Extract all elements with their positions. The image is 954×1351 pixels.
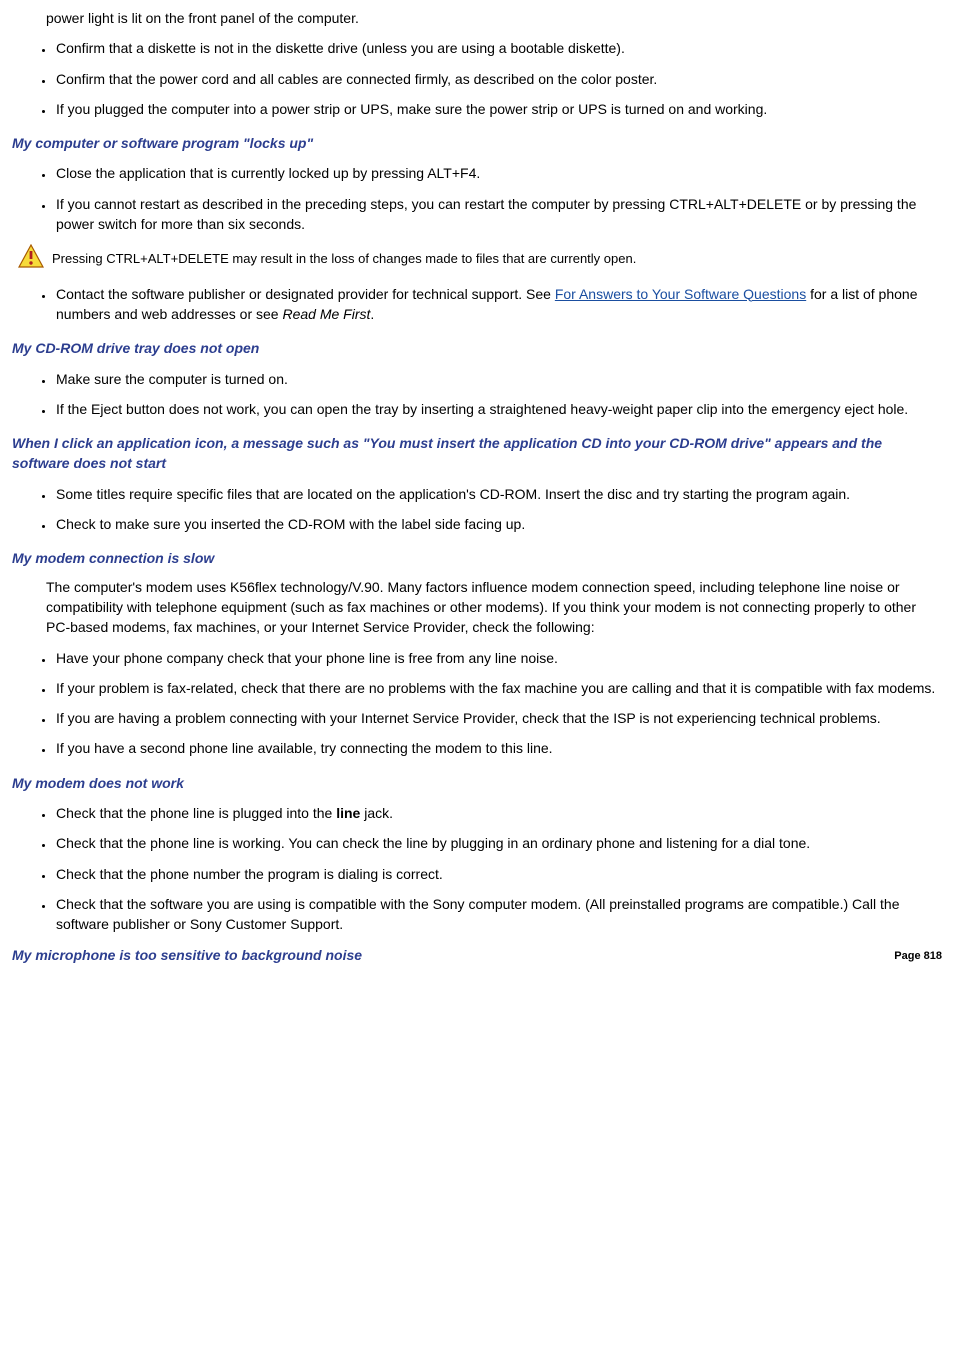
warning-text: Pressing CTRL+ALT+DELETE may result in t… xyxy=(52,250,636,269)
text-fragment: Contact the software publisher or design… xyxy=(56,286,555,302)
continuation-text: power light is lit on the front panel of… xyxy=(46,8,942,28)
list-item: Confirm that the power cord and all cabl… xyxy=(54,69,942,89)
list-item: If the Eject button does not work, you c… xyxy=(54,399,942,419)
list-item: Have your phone company check that your … xyxy=(54,648,942,668)
modem-slow-paragraph: The computer's modem uses K56flex techno… xyxy=(46,577,942,638)
text-fragment: . xyxy=(370,306,374,322)
locks-up-list-b: Contact the software publisher or design… xyxy=(12,284,942,325)
list-item: If you are having a problem connecting w… xyxy=(54,708,942,728)
heading-locks-up: My computer or software program "locks u… xyxy=(12,133,942,153)
page-number: Page 818 xyxy=(894,949,942,965)
cd-tray-list: Make sure the computer is turned on. If … xyxy=(12,369,942,420)
software-answers-link[interactable]: For Answers to Your Software Questions xyxy=(555,286,806,302)
list-item: Check that the phone line is working. Yo… xyxy=(54,833,942,853)
warning-row: Pressing CTRL+ALT+DELETE may result in t… xyxy=(18,244,942,273)
list-item: Check that the software you are using is… xyxy=(54,894,942,935)
list-item: Check that the phone line is plugged int… xyxy=(54,803,942,823)
list-item: If your problem is fax-related, check th… xyxy=(54,678,942,698)
text-fragment: jack. xyxy=(360,805,393,821)
list-item: Make sure the computer is turned on. xyxy=(54,369,942,389)
modem-not-work-list: Check that the phone line is plugged int… xyxy=(12,803,942,934)
list-item: Close the application that is currently … xyxy=(54,163,942,183)
read-me-first-italic: Read Me First xyxy=(282,306,370,322)
line-jack-bold: line xyxy=(336,805,360,821)
heading-microphone: My microphone is too sensitive to backgr… xyxy=(12,945,942,965)
list-item: Check that the phone number the program … xyxy=(54,864,942,884)
list-item: Contact the software publisher or design… xyxy=(54,284,942,325)
app-cd-list: Some titles require specific files that … xyxy=(12,484,942,535)
warning-icon xyxy=(18,244,44,273)
heading-modem-slow: My modem connection is slow xyxy=(12,548,942,568)
footer-row: My microphone is too sensitive to backgr… xyxy=(12,945,942,965)
list-item: Check to make sure you inserted the CD-R… xyxy=(54,514,942,534)
heading-app-cd: When I click an application icon, a mess… xyxy=(12,433,942,474)
heading-cd-tray: My CD-ROM drive tray does not open xyxy=(12,338,942,358)
list-item: If you plugged the computer into a power… xyxy=(54,99,942,119)
modem-slow-list: Have your phone company check that your … xyxy=(12,648,942,759)
heading-modem-not-work: My modem does not work xyxy=(12,773,942,793)
list-item: If you have a second phone line availabl… xyxy=(54,738,942,758)
list-item: Some titles require specific files that … xyxy=(54,484,942,504)
locks-up-list-a: Close the application that is currently … xyxy=(12,163,942,234)
intro-bullet-list: Confirm that a diskette is not in the di… xyxy=(12,38,942,119)
list-item: If you cannot restart as described in th… xyxy=(54,194,942,235)
list-item: Confirm that a diskette is not in the di… xyxy=(54,38,942,58)
text-fragment: Check that the phone line is plugged int… xyxy=(56,805,336,821)
